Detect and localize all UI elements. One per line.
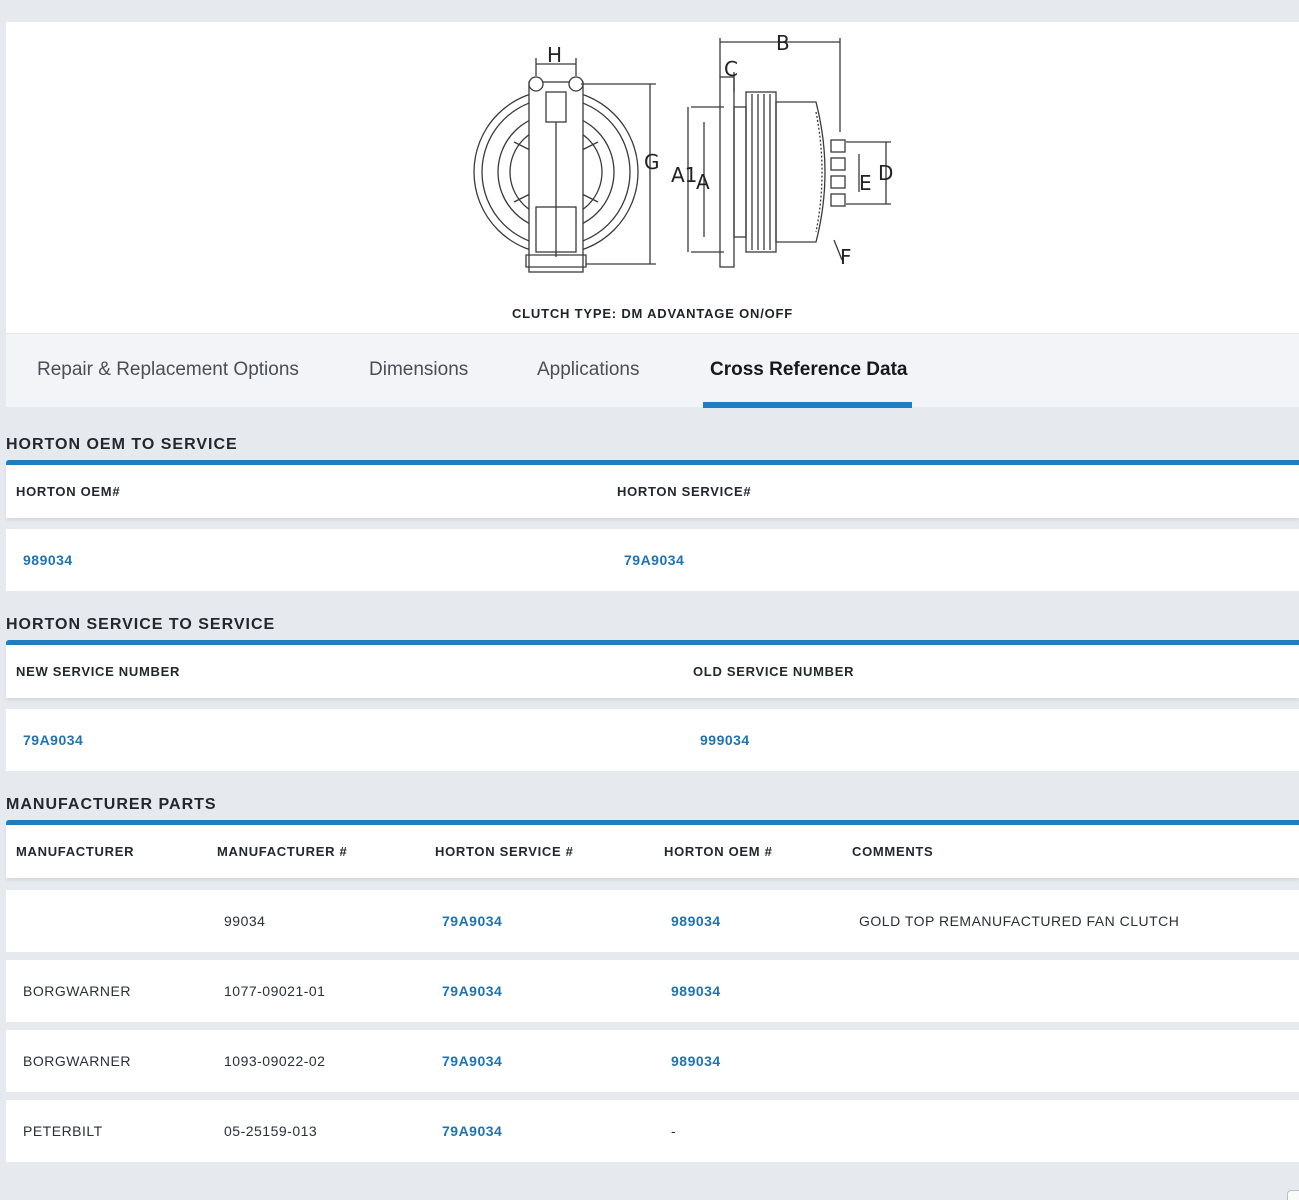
column-header: HORTON SERVICE# <box>617 484 752 499</box>
tab-dimensions[interactable]: Dimensions <box>369 359 469 380</box>
column-header: MANUFACTURER <box>16 844 135 859</box>
horton-oem-link[interactable]: 989034 <box>671 913 721 929</box>
new-service-number-link[interactable]: 79A9034 <box>23 732 84 748</box>
table-row: BORGWARNER 1093-09022-02 79A9034 989034 <box>6 1030 1299 1092</box>
manufacturer-cell: PETERBILT <box>23 1123 103 1139</box>
table-header-row: MANUFACTURER MANUFACTURER # HORTON SERVI… <box>6 825 1299 878</box>
horton-service-link[interactable]: 79A9034 <box>442 1053 503 1069</box>
column-header: HORTON OEM# <box>16 484 121 499</box>
dim-label-d: D <box>878 161 893 185</box>
resize-corner-icon <box>1287 1190 1299 1200</box>
dim-label-h: H <box>547 43 562 67</box>
tab-applications[interactable]: Applications <box>537 359 640 380</box>
horton-oem-link[interactable]: 989034 <box>671 1053 721 1069</box>
column-header: HORTON SERVICE # <box>435 844 574 859</box>
manufacturer-number-cell: 99034 <box>224 913 266 929</box>
comments-cell: GOLD TOP REMANUFACTURED FAN CLUTCH <box>859 913 1180 929</box>
table-header-row: HORTON OEM# HORTON SERVICE# <box>6 465 1299 518</box>
product-diagram-card: H G B C A1 A E D F CLUTCH TYPE: DM ADVAN… <box>6 22 1299 333</box>
table-header-row: NEW SERVICE NUMBER OLD SERVICE NUMBER <box>6 645 1299 698</box>
horton-oem-cell: - <box>671 1123 677 1139</box>
dim-label-a1: A1 <box>671 163 697 187</box>
manufacturer-cell: BORGWARNER <box>23 983 131 999</box>
active-tab-indicator <box>703 402 912 408</box>
section-divider <box>6 820 1299 825</box>
column-header: COMMENTS <box>852 844 934 859</box>
dim-label-f: F <box>840 245 852 269</box>
clutch-dimension-diagram: H G B C A1 A E D F <box>473 32 893 273</box>
column-header: HORTON OEM # <box>664 844 773 859</box>
dim-label-e: E <box>859 171 872 195</box>
horton-oem-link[interactable]: 989034 <box>23 552 73 568</box>
table-row: 989034 79A9034 <box>6 529 1299 591</box>
table-row: 79A9034 999034 <box>6 709 1299 771</box>
column-header: OLD SERVICE NUMBER <box>693 664 855 679</box>
dim-label-g: G <box>644 150 660 174</box>
horton-service-link[interactable]: 79A9034 <box>442 913 503 929</box>
horton-service-link[interactable]: 79A9034 <box>442 1123 503 1139</box>
old-service-number-link[interactable]: 999034 <box>700 732 750 748</box>
clutch-type-caption: CLUTCH TYPE: DM ADVANTAGE ON/OFF <box>511 306 793 321</box>
table-row: BORGWARNER 1077-09021-01 79A9034 989034 <box>6 960 1299 1022</box>
tab-cross-reference-data[interactable]: Cross Reference Data <box>710 359 908 380</box>
manufacturer-number-cell: 1093-09022-02 <box>224 1053 326 1069</box>
horton-service-link[interactable]: 79A9034 <box>442 983 503 999</box>
product-tabs: Repair & Replacement Options Dimensions … <box>6 333 1299 408</box>
section-title-oem-to-service: HORTON OEM TO SERVICE <box>6 436 238 453</box>
manufacturer-number-cell: 1077-09021-01 <box>224 983 326 999</box>
manufacturer-number-cell: 05-25159-013 <box>224 1123 318 1139</box>
tab-repair-replacement-options[interactable]: Repair & Replacement Options <box>37 359 299 380</box>
dim-label-a: A <box>696 170 710 194</box>
section-title-service-to-service: HORTON SERVICE TO SERVICE <box>6 616 276 633</box>
manufacturer-cell: BORGWARNER <box>23 1053 131 1069</box>
dim-label-b: B <box>776 32 790 55</box>
section-title-manufacturer-parts: MANUFACTURER PARTS <box>6 796 217 813</box>
section-divider <box>6 640 1299 645</box>
table-row: 99034 79A9034 989034 GOLD TOP REMANUFACT… <box>6 890 1299 952</box>
column-header: NEW SERVICE NUMBER <box>16 664 181 679</box>
horton-service-link[interactable]: 79A9034 <box>624 552 685 568</box>
dim-label-c: C <box>724 57 738 81</box>
column-header: MANUFACTURER # <box>217 844 348 859</box>
table-row: PETERBILT 05-25159-013 79A9034 - <box>6 1100 1299 1162</box>
horton-oem-link[interactable]: 989034 <box>671 983 721 999</box>
section-divider <box>6 460 1299 465</box>
